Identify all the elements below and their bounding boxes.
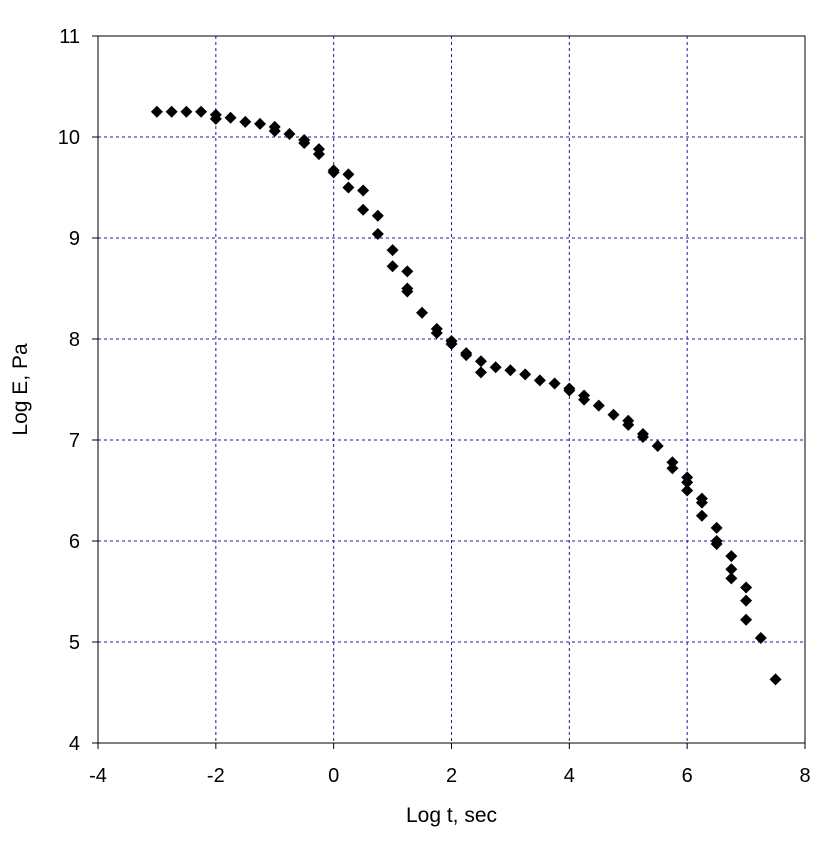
x-tick-label: -4 xyxy=(89,765,107,787)
data-point xyxy=(430,326,443,339)
data-point xyxy=(563,384,576,397)
data-point xyxy=(504,364,517,377)
y-axis-title: Log E, Pa xyxy=(9,343,32,436)
y-tick-label: 9 xyxy=(69,228,80,250)
data-point xyxy=(371,209,384,222)
data-point xyxy=(607,408,620,421)
data-point xyxy=(401,285,414,298)
x-tick-label: -2 xyxy=(207,765,225,787)
data-point xyxy=(695,496,708,509)
tick-marks xyxy=(92,35,806,749)
data-point xyxy=(312,148,325,161)
data-point xyxy=(769,673,782,686)
x-tick-label: 6 xyxy=(682,765,693,787)
data-point xyxy=(725,572,738,585)
data-point xyxy=(209,112,222,125)
x-tick-label: 4 xyxy=(564,765,575,787)
data-point xyxy=(357,184,370,197)
data-point xyxy=(592,399,605,412)
data-point xyxy=(533,374,546,387)
data-point xyxy=(268,124,281,137)
data-point xyxy=(371,227,384,240)
data-point xyxy=(681,476,694,489)
data-point xyxy=(474,366,487,379)
data-point xyxy=(474,355,487,368)
data-point xyxy=(622,418,635,431)
data-points xyxy=(150,105,782,686)
data-point xyxy=(357,203,370,216)
data-point xyxy=(666,456,679,469)
x-tick-labels: -4 -2 0 2 4 6 8 xyxy=(89,765,810,787)
data-point xyxy=(710,521,723,534)
data-point xyxy=(254,117,267,130)
data-point xyxy=(754,631,767,644)
y-tick-label: 10 xyxy=(58,127,80,149)
data-point xyxy=(416,306,429,319)
data-point xyxy=(725,550,738,563)
y-tick-label: 5 xyxy=(69,632,80,654)
y-tick-labels: 4 5 6 7 8 9 10 11 xyxy=(58,26,80,755)
grid xyxy=(98,36,805,743)
data-point xyxy=(489,361,502,374)
data-point xyxy=(342,181,355,194)
data-point xyxy=(636,430,649,443)
data-point xyxy=(224,111,237,124)
data-point xyxy=(195,105,208,118)
data-point xyxy=(298,137,311,150)
y-tick-label: 6 xyxy=(69,531,80,553)
data-point xyxy=(283,127,296,140)
data-point xyxy=(342,168,355,181)
data-point xyxy=(460,349,473,362)
data-point xyxy=(386,244,399,257)
data-point xyxy=(740,594,753,607)
data-point xyxy=(651,440,664,453)
data-point xyxy=(740,581,753,594)
data-point xyxy=(239,115,252,128)
x-axis-title: Log t, sec xyxy=(406,804,497,827)
data-point xyxy=(180,105,193,118)
data-point xyxy=(327,166,340,179)
data-point xyxy=(548,377,561,390)
y-tick-label: 7 xyxy=(69,430,80,452)
x-tick-label: 0 xyxy=(328,765,339,787)
data-point xyxy=(710,538,723,551)
data-point xyxy=(740,613,753,626)
data-point xyxy=(401,265,414,278)
data-point xyxy=(681,484,694,497)
data-point xyxy=(150,105,163,118)
data-point xyxy=(165,105,178,118)
y-tick-label: 8 xyxy=(69,329,80,351)
data-point xyxy=(578,393,591,406)
y-tick-label: 4 xyxy=(69,733,80,755)
data-point xyxy=(386,260,399,273)
x-tick-label: 8 xyxy=(799,765,810,787)
x-tick-label: 2 xyxy=(446,765,457,787)
y-tick-label: 11 xyxy=(59,26,80,48)
data-point xyxy=(519,368,532,381)
data-point xyxy=(695,509,708,522)
data-point xyxy=(445,338,458,351)
data-point xyxy=(666,462,679,475)
data-point xyxy=(725,563,738,576)
